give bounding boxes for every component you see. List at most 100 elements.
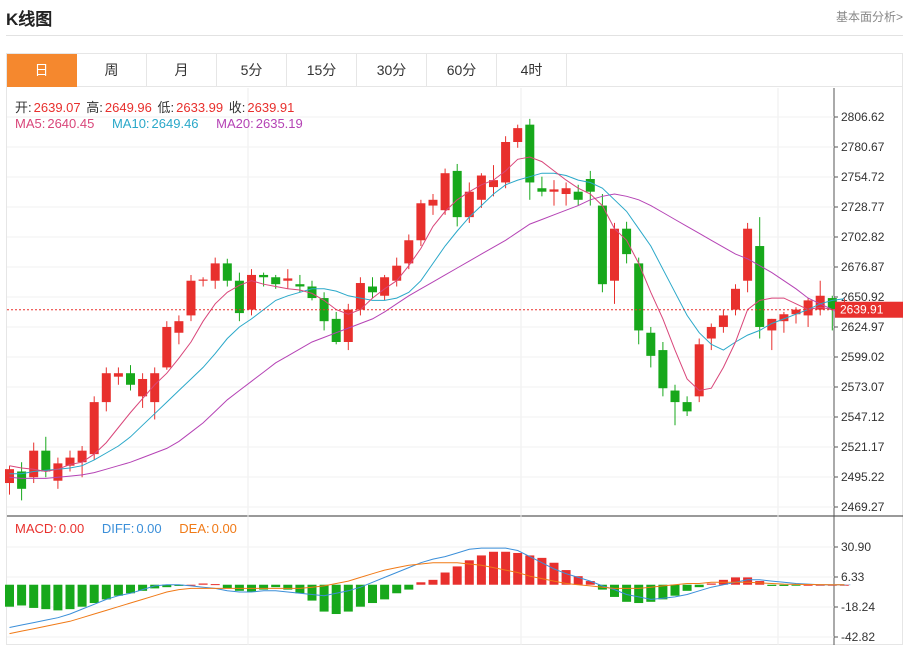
macd-bar [77, 584, 87, 607]
high-label: 高: [86, 100, 103, 115]
macd-tick-label: 6.33 [841, 570, 865, 584]
macd-bar [694, 584, 704, 588]
macd-bar [307, 584, 317, 601]
candle-body [489, 180, 498, 188]
macd-bar [283, 584, 293, 590]
dea-value: 0.00 [211, 521, 237, 536]
candle-body [634, 263, 644, 331]
price-tick-label: 2521.17 [841, 440, 885, 454]
macd-bar [126, 584, 135, 594]
tab-60min[interactable]: 60分 [427, 54, 497, 87]
macd-bar [779, 584, 789, 586]
macd-bar [682, 584, 692, 591]
macd-bar [259, 584, 269, 590]
candle-body [186, 280, 196, 316]
macd-readout: MACD: 0.00 DIFF: 0.00 DEA: 0.00 [15, 521, 239, 536]
macd-bar [89, 584, 99, 604]
chart-frame [6, 87, 903, 645]
tab-4hour[interactable]: 4时 [497, 54, 567, 87]
candle-body [501, 141, 511, 183]
candle-body [561, 188, 571, 195]
candle-body [65, 457, 75, 466]
candle-body [259, 274, 269, 278]
tab-15min[interactable]: 15分 [287, 54, 357, 87]
macd-tick-label: 30.90 [841, 540, 871, 554]
candle-body [428, 199, 438, 206]
candle-body [622, 228, 632, 255]
candle-body [476, 175, 486, 200]
candle-body [537, 188, 547, 192]
open-value: 2639.07 [33, 100, 81, 115]
macd-bar [150, 584, 160, 589]
macd-bar [380, 584, 390, 600]
price-tick-label: 2624.97 [841, 320, 885, 334]
price-tick-label: 2728.77 [841, 200, 885, 214]
fundamental-analysis-link[interactable]: 基本面分析> [835, 10, 903, 24]
candle-body [416, 203, 426, 241]
macd-bar [610, 584, 619, 597]
macd-bar [392, 584, 402, 594]
macd-tick-label: -18.24 [841, 600, 875, 614]
ma20-label: MA20: [216, 116, 254, 131]
macd-bar [17, 584, 27, 606]
macd-bar [368, 584, 377, 604]
macd-label: MACD: [15, 521, 57, 536]
candle-body [767, 318, 777, 331]
ma10-value: 2649.46 [151, 116, 199, 131]
tab-day[interactable]: 日 [7, 54, 77, 87]
macd-bar [198, 583, 208, 585]
tab-month[interactable]: 月 [147, 54, 217, 87]
candle-body [597, 205, 607, 285]
macd-bar [53, 584, 63, 611]
candle-body [380, 277, 390, 296]
macd-bar [706, 583, 716, 585]
candle-body [718, 315, 728, 327]
macd-bar [634, 584, 644, 604]
price-tick-label: 2754.72 [841, 170, 885, 184]
macd-bar [162, 584, 172, 588]
macd-bar [319, 584, 329, 612]
macd-bar [331, 584, 341, 615]
price-tick-label: 2676.87 [841, 260, 885, 274]
candle-body [295, 284, 305, 287]
ma5-label: MA5: [15, 116, 46, 131]
candle-body [585, 178, 595, 192]
candle-body [138, 378, 148, 397]
macd-bar [622, 584, 632, 602]
candle-body [53, 463, 63, 481]
macd-bar [186, 584, 196, 586]
macd-bar [101, 584, 111, 600]
price-tick-label: 2573.07 [841, 380, 885, 394]
macd-value: 0.00 [58, 521, 85, 536]
candle-body [126, 373, 135, 385]
macd-bar [489, 551, 498, 585]
tab-week[interactable]: 周 [77, 54, 147, 87]
macd-bar [428, 579, 438, 585]
ohlc-readout: 开: 2639.07 高: 2649.96 低: 2633.99 收: 2639.91 [15, 97, 296, 116]
tab-30min[interactable]: 30分 [357, 54, 427, 87]
diff-line [9, 547, 845, 628]
macd-bar [501, 551, 511, 585]
dea-label: DEA: [179, 521, 210, 536]
macd-bar [65, 584, 75, 610]
ma10-label: MA10: [111, 116, 150, 131]
divider [6, 35, 903, 36]
candle-body [440, 173, 450, 211]
macd-bar [29, 584, 39, 608]
candle-body [89, 402, 99, 455]
candle-body [706, 326, 716, 339]
candle-body [392, 265, 402, 281]
macd-bar [440, 572, 450, 585]
macd-bar [404, 584, 414, 590]
candle-body [452, 170, 462, 218]
tab-5min[interactable]: 5分 [217, 54, 287, 87]
macd-bar [452, 566, 462, 585]
macd-bar [138, 584, 148, 591]
candle-body [368, 286, 377, 293]
close-label: 收: [228, 100, 246, 115]
candle-body [513, 128, 523, 142]
candle-body [670, 390, 680, 403]
macd-bar [343, 584, 353, 612]
price-tick-label: 2702.82 [841, 230, 885, 244]
